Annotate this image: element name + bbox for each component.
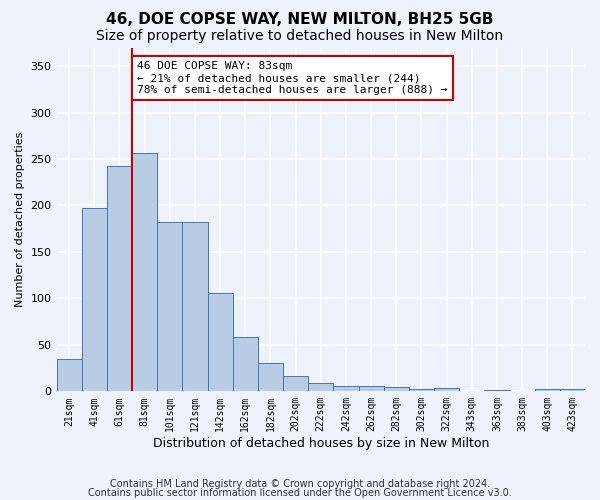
Bar: [258, 364, 283, 392]
Text: Contains public sector information licensed under the Open Government Licence v3: Contains public sector information licen…: [88, 488, 512, 498]
Bar: [182, 222, 208, 392]
Text: Contains HM Land Registry data © Crown copyright and database right 2024.: Contains HM Land Registry data © Crown c…: [110, 479, 490, 489]
Bar: [383, 386, 409, 392]
Text: Size of property relative to detached houses in New Milton: Size of property relative to detached ho…: [97, 29, 503, 43]
Text: 46, DOE COPSE WAY, NEW MILTON, BH25 5GB: 46, DOE COPSE WAY, NEW MILTON, BH25 5GB: [106, 12, 494, 28]
Bar: [107, 166, 132, 392]
Bar: [157, 222, 182, 392]
Bar: [132, 154, 157, 392]
Bar: [334, 386, 359, 392]
Bar: [82, 208, 107, 392]
Bar: [409, 390, 434, 392]
Text: 46 DOE COPSE WAY: 83sqm
← 21% of detached houses are smaller (244)
78% of semi-d: 46 DOE COPSE WAY: 83sqm ← 21% of detache…: [137, 62, 448, 94]
Bar: [560, 390, 585, 392]
Bar: [208, 293, 233, 392]
Y-axis label: Number of detached properties: Number of detached properties: [15, 132, 25, 307]
Bar: [359, 386, 383, 392]
Bar: [535, 390, 560, 392]
X-axis label: Distribution of detached houses by size in New Milton: Distribution of detached houses by size …: [152, 437, 489, 450]
Bar: [434, 388, 459, 392]
Bar: [308, 383, 334, 392]
Bar: [233, 338, 258, 392]
Bar: [484, 390, 509, 392]
Bar: [56, 359, 82, 392]
Bar: [283, 376, 308, 392]
